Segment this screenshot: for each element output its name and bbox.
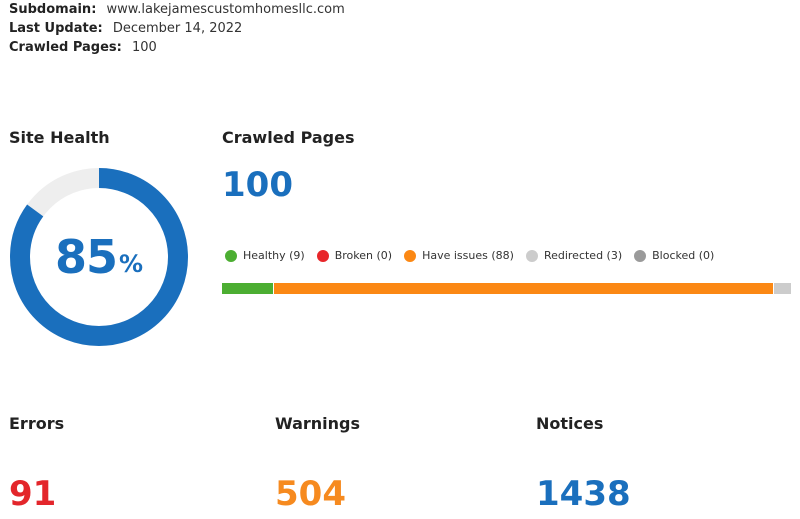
site-health-score: 85 % bbox=[10, 168, 188, 346]
notices-value: 1438 bbox=[536, 474, 631, 514]
subdomain-value: www.lakejamescustomhomesllc.com bbox=[106, 2, 345, 17]
subdomain-row: Subdomain: www.lakejamescustomhomesllc.c… bbox=[9, 0, 345, 19]
legend-item[interactable]: Broken (0) bbox=[316, 249, 393, 262]
legend-label: Blocked (0) bbox=[652, 249, 715, 262]
legend-label: Healthy (9) bbox=[243, 249, 305, 262]
notices-label: Notices bbox=[536, 414, 604, 433]
warnings-value: 504 bbox=[275, 474, 346, 514]
crawled-pages-label: Crawled Pages: bbox=[9, 40, 122, 55]
legend-item[interactable]: Redirected (3) bbox=[525, 249, 623, 262]
last-update-row: Last Update: December 14, 2022 bbox=[9, 19, 345, 38]
errors-label: Errors bbox=[9, 414, 65, 433]
legend-dot-icon bbox=[225, 249, 237, 262]
legend-label: Have issues (88) bbox=[422, 249, 514, 262]
report-meta: Subdomain: www.lakejamescustomhomesllc.c… bbox=[9, 0, 345, 57]
crawled-pages-title: Crawled Pages bbox=[222, 128, 355, 147]
warnings-label: Warnings bbox=[275, 414, 361, 433]
bar-segment[interactable] bbox=[222, 283, 274, 294]
bar-segment[interactable] bbox=[273, 283, 773, 294]
errors-stat[interactable]: Errors 91 bbox=[9, 414, 65, 514]
bar-segment[interactable] bbox=[773, 283, 791, 294]
legend-label: Redirected (3) bbox=[543, 249, 623, 262]
last-update-label: Last Update: bbox=[9, 21, 103, 36]
site-health-title: Site Health bbox=[9, 128, 110, 147]
errors-value: 91 bbox=[9, 474, 57, 514]
legend-dot-icon bbox=[525, 249, 538, 262]
legend-dot-icon bbox=[634, 249, 647, 262]
legend-item[interactable]: Healthy (9) bbox=[225, 249, 305, 262]
legend-dot-icon bbox=[404, 249, 417, 262]
donut-fill bbox=[10, 168, 188, 346]
warnings-stat[interactable]: Warnings 504 bbox=[275, 414, 361, 514]
last-update-value: December 14, 2022 bbox=[112, 21, 243, 36]
notices-stat[interactable]: Notices 1438 bbox=[536, 414, 631, 514]
site-health-donut: 85 % bbox=[10, 168, 188, 346]
legend-label: Broken (0) bbox=[334, 249, 393, 262]
crawled-pages-count: 100 bbox=[222, 165, 293, 205]
legend-dot-icon bbox=[316, 249, 329, 262]
crawled-pages-legend: Healthy (9) Broken (0) Have issues (88) Red… bbox=[225, 249, 726, 262]
crawled-pages-value: 100 bbox=[132, 40, 157, 55]
subdomain-label: Subdomain: bbox=[9, 2, 97, 17]
legend-item[interactable]: Blocked (0) bbox=[634, 249, 714, 262]
crawled-pages-bar bbox=[222, 283, 791, 294]
legend-item[interactable]: Have issues (88) bbox=[404, 249, 514, 262]
site-health-unit: % bbox=[118, 250, 144, 278]
crawled-pages-row: Crawled Pages: 100 bbox=[9, 38, 345, 57]
site-health-value: 85 bbox=[54, 230, 118, 284]
site-health-ring bbox=[10, 168, 188, 346]
